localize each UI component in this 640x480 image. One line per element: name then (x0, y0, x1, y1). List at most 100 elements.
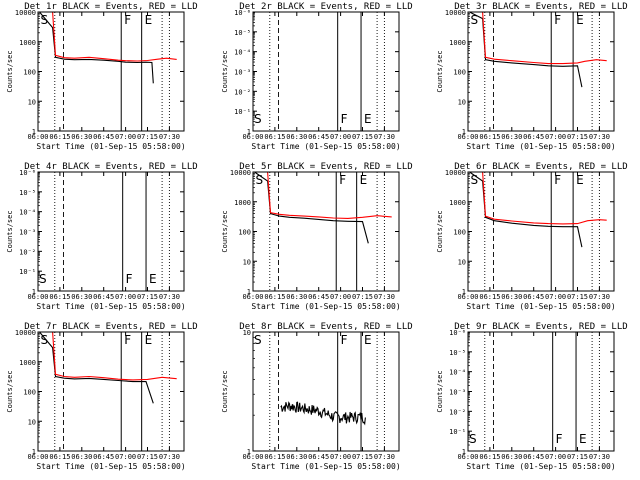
plot-frame (467, 11, 615, 132)
marker-label-e: E (145, 13, 153, 27)
marker-label-f: F (341, 112, 348, 126)
y-tick-label: 10⁻⁴ (19, 209, 36, 217)
y-tick-label: 1 (462, 128, 466, 136)
marker-label-e: E (364, 112, 372, 126)
y-tick-label: 10000 (445, 9, 466, 17)
x-tick-label: 06:45 (93, 453, 114, 461)
x-tick-label: 07:30 (374, 453, 395, 461)
x-tick-label: 06:30 (286, 293, 307, 301)
x-axis-label: Start Time (01-Sep-15 05:58:00) (36, 302, 185, 311)
marker-label-s: S (254, 333, 262, 347)
x-tick-label: 06:45 (523, 293, 544, 301)
x-tick-label: 06:00 (27, 453, 48, 461)
plot-panel-det-1: Det 1r BLACK = Events, RED = LLD Counts/s… (6, 2, 198, 151)
x-tick-label: 07:15 (567, 453, 588, 461)
y-tick-label: 100 (23, 389, 36, 397)
y-axis-label: Counts/sec (436, 210, 444, 252)
y-axis-label: Counts/sec (436, 50, 444, 92)
x-tick-label: 07:30 (159, 293, 180, 301)
y-axis-label: Counts/sec (6, 210, 14, 252)
x-tick-label: 07:00 (545, 293, 566, 301)
plot-panel-det-5: Det 5r BLACK = Events, RED = LLD Counts/s… (221, 162, 413, 311)
y-tick-label: 1 (247, 128, 251, 136)
plot-title: Det 3r BLACK = Events, RED = LLD (454, 2, 627, 12)
x-tick-label: 06:00 (457, 293, 478, 301)
y-tick-label: 10⁻⁶ (234, 9, 251, 17)
y-tick-label: 10⁻⁶ (449, 329, 466, 337)
x-tick-label: 06:45 (523, 133, 544, 141)
y-tick-label: 10⁻³ (19, 229, 36, 237)
plot-panel-det-3: Det 3r BLACK = Events, RED = LLD Counts/s… (436, 2, 628, 151)
x-tick-label: 06:30 (71, 453, 92, 461)
plot-title: Det 6r BLACK = Events, RED = LLD (454, 162, 627, 172)
x-tick-label: 06:45 (93, 293, 114, 301)
y-tick-label: 1 (247, 448, 251, 456)
y-tick-label: 10⁻¹ (234, 108, 251, 116)
plot-frame (467, 171, 615, 292)
y-tick-label: 1 (32, 128, 36, 136)
y-tick-label: 1000 (234, 199, 251, 207)
plot-frame (252, 171, 400, 292)
plot-frame (467, 331, 615, 452)
y-tick-label: 10000 (15, 329, 36, 337)
marker-label-s: S (40, 333, 48, 347)
x-tick-label: 07:30 (589, 133, 610, 141)
y-tick-label: 10000 (445, 169, 466, 177)
x-axis-label: Start Time (01-Sep-15 05:58:00) (251, 462, 400, 471)
x-tick-label: 06:45 (93, 133, 114, 141)
x-tick-label: 06:30 (71, 293, 92, 301)
plot-title: Det 5r BLACK = Events, RED = LLD (239, 162, 412, 172)
marker-label-s: S (39, 272, 47, 286)
y-axis-label: Counts/sec (436, 370, 444, 412)
x-tick-label: 07:00 (115, 293, 136, 301)
marker-label-s: S (255, 173, 263, 187)
plot-title: Det 2r BLACK = Events, RED = LLD (239, 2, 412, 12)
series-line-events (39, 11, 154, 84)
marker-label-e: E (364, 333, 372, 347)
x-tick-label: 06:30 (501, 453, 522, 461)
y-tick-label: 10⁻² (19, 248, 36, 256)
y-tick-label: 1 (32, 448, 36, 456)
x-tick-label: 06:15 (49, 453, 70, 461)
y-tick-label: 10000 (15, 9, 36, 17)
x-tick-label: 07:30 (589, 453, 610, 461)
x-axis-label: Start Time (01-Sep-15 05:58:00) (466, 462, 615, 471)
plot-panel-det-7: Det 7r BLACK = Events, RED = LLD Counts/s… (6, 322, 198, 471)
plot-frame (37, 331, 185, 452)
y-tick-label: 10 (28, 98, 36, 106)
plot-title: Det 4r BLACK = Events, RED = LLD (24, 162, 197, 172)
y-axis-label: Counts/sec (221, 50, 229, 92)
series-line-events (280, 401, 366, 426)
y-tick-label: 10⁻⁴ (234, 49, 251, 57)
x-tick-label: 06:30 (286, 453, 307, 461)
x-tick-label: 07:15 (352, 133, 373, 141)
y-tick-label: 1 (247, 288, 251, 296)
y-axis-label: Counts/sec (6, 50, 14, 92)
y-axis-label: Counts/sec (221, 370, 229, 412)
x-tick-label: 06:00 (242, 133, 263, 141)
x-tick-label: 06:45 (308, 293, 329, 301)
x-tick-label: 06:15 (264, 133, 285, 141)
plot-panel-det-4: Det 4r BLACK = Events, RED = LLD Counts/s… (6, 162, 198, 311)
x-tick-label: 06:15 (264, 293, 285, 301)
x-axis-label: Start Time (01-Sep-15 05:58:00) (36, 462, 185, 471)
x-tick-label: 06:30 (501, 133, 522, 141)
marker-label-f: F (554, 13, 561, 27)
y-tick-label: 10⁻⁵ (19, 189, 36, 197)
marker-label-s: S (470, 173, 478, 187)
y-tick-label: 1 (32, 288, 36, 296)
plot-title: Det 9r BLACK = Events, RED = LLD (454, 322, 627, 332)
x-tick-label: 06:30 (501, 293, 522, 301)
plot-frame (252, 331, 400, 452)
x-tick-label: 07:15 (137, 133, 158, 141)
y-tick-label: 100 (23, 69, 36, 77)
x-tick-label: 06:45 (523, 453, 544, 461)
x-tick-label: 06:15 (479, 293, 500, 301)
marker-label-s: S (470, 13, 478, 27)
x-tick-label: 06:15 (49, 133, 70, 141)
x-tick-label: 06:15 (264, 453, 285, 461)
y-tick-label: 1000 (449, 199, 466, 207)
plot-panel-det-8: Det 8r BLACK = Events, RED = LLD Counts/s… (221, 322, 413, 471)
x-tick-label: 07:30 (159, 453, 180, 461)
